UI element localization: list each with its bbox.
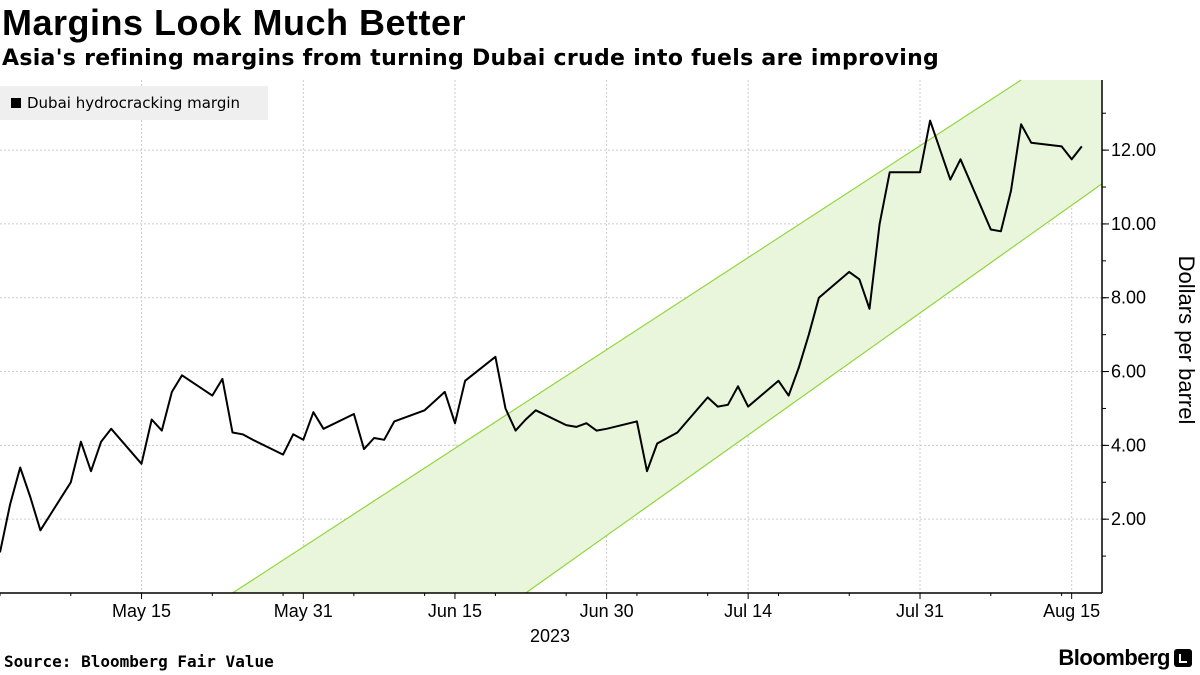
y-axis-label: Dollars per barrel xyxy=(1174,256,1199,425)
trend-channel-upper-edge xyxy=(232,79,1022,594)
y-tick-label: 6.00 xyxy=(1111,362,1146,382)
y-tick-label: 12.00 xyxy=(1111,140,1156,160)
x-tick-label: May 31 xyxy=(274,601,333,621)
chart-title: Margins Look Much Better xyxy=(2,2,467,43)
y-tick-label: 8.00 xyxy=(1111,288,1146,308)
x-tick-label: Jun 15 xyxy=(428,601,482,621)
y-tick-label: 4.00 xyxy=(1111,435,1146,455)
x-tick-label: Jul 14 xyxy=(724,601,772,621)
x-axis-year-label: 2023 xyxy=(530,626,570,646)
legend: Dubai hydrocracking margin xyxy=(0,86,268,120)
trend-channel-lower-edge xyxy=(525,183,1103,594)
series-line-dubai-hydrocracking-margin xyxy=(0,119,1083,553)
brand-logo: Bloomberg xyxy=(1058,645,1192,671)
y-tick-label: 10.00 xyxy=(1111,214,1156,234)
brand-name: Bloomberg xyxy=(1058,645,1170,670)
y-tick-label: 2.00 xyxy=(1111,509,1146,529)
x-tick-label: Jul 31 xyxy=(896,601,944,621)
x-axis-ticks: May 15 May 31 Jun 15 Jun 30 Jul 14 Jul 31 Aug … xyxy=(0,593,1100,621)
source-note: Source: Bloomberg Fair Value xyxy=(4,652,274,671)
chart-subtitle: Asia's refining margins from turning Dub… xyxy=(2,46,940,71)
x-tick-label: Jun 30 xyxy=(580,601,634,621)
chart-icon xyxy=(1174,649,1192,667)
trend-channel-band xyxy=(232,80,1102,593)
legend-swatch xyxy=(11,98,21,108)
x-tick-label: May 15 xyxy=(112,601,171,621)
y-axis-ticks: 2.00 4.00 6.00 8.00 10.00 12.00 xyxy=(1102,112,1156,557)
x-tick-label: Aug 15 xyxy=(1043,601,1100,621)
legend-label: Dubai hydrocracking margin xyxy=(27,94,241,112)
